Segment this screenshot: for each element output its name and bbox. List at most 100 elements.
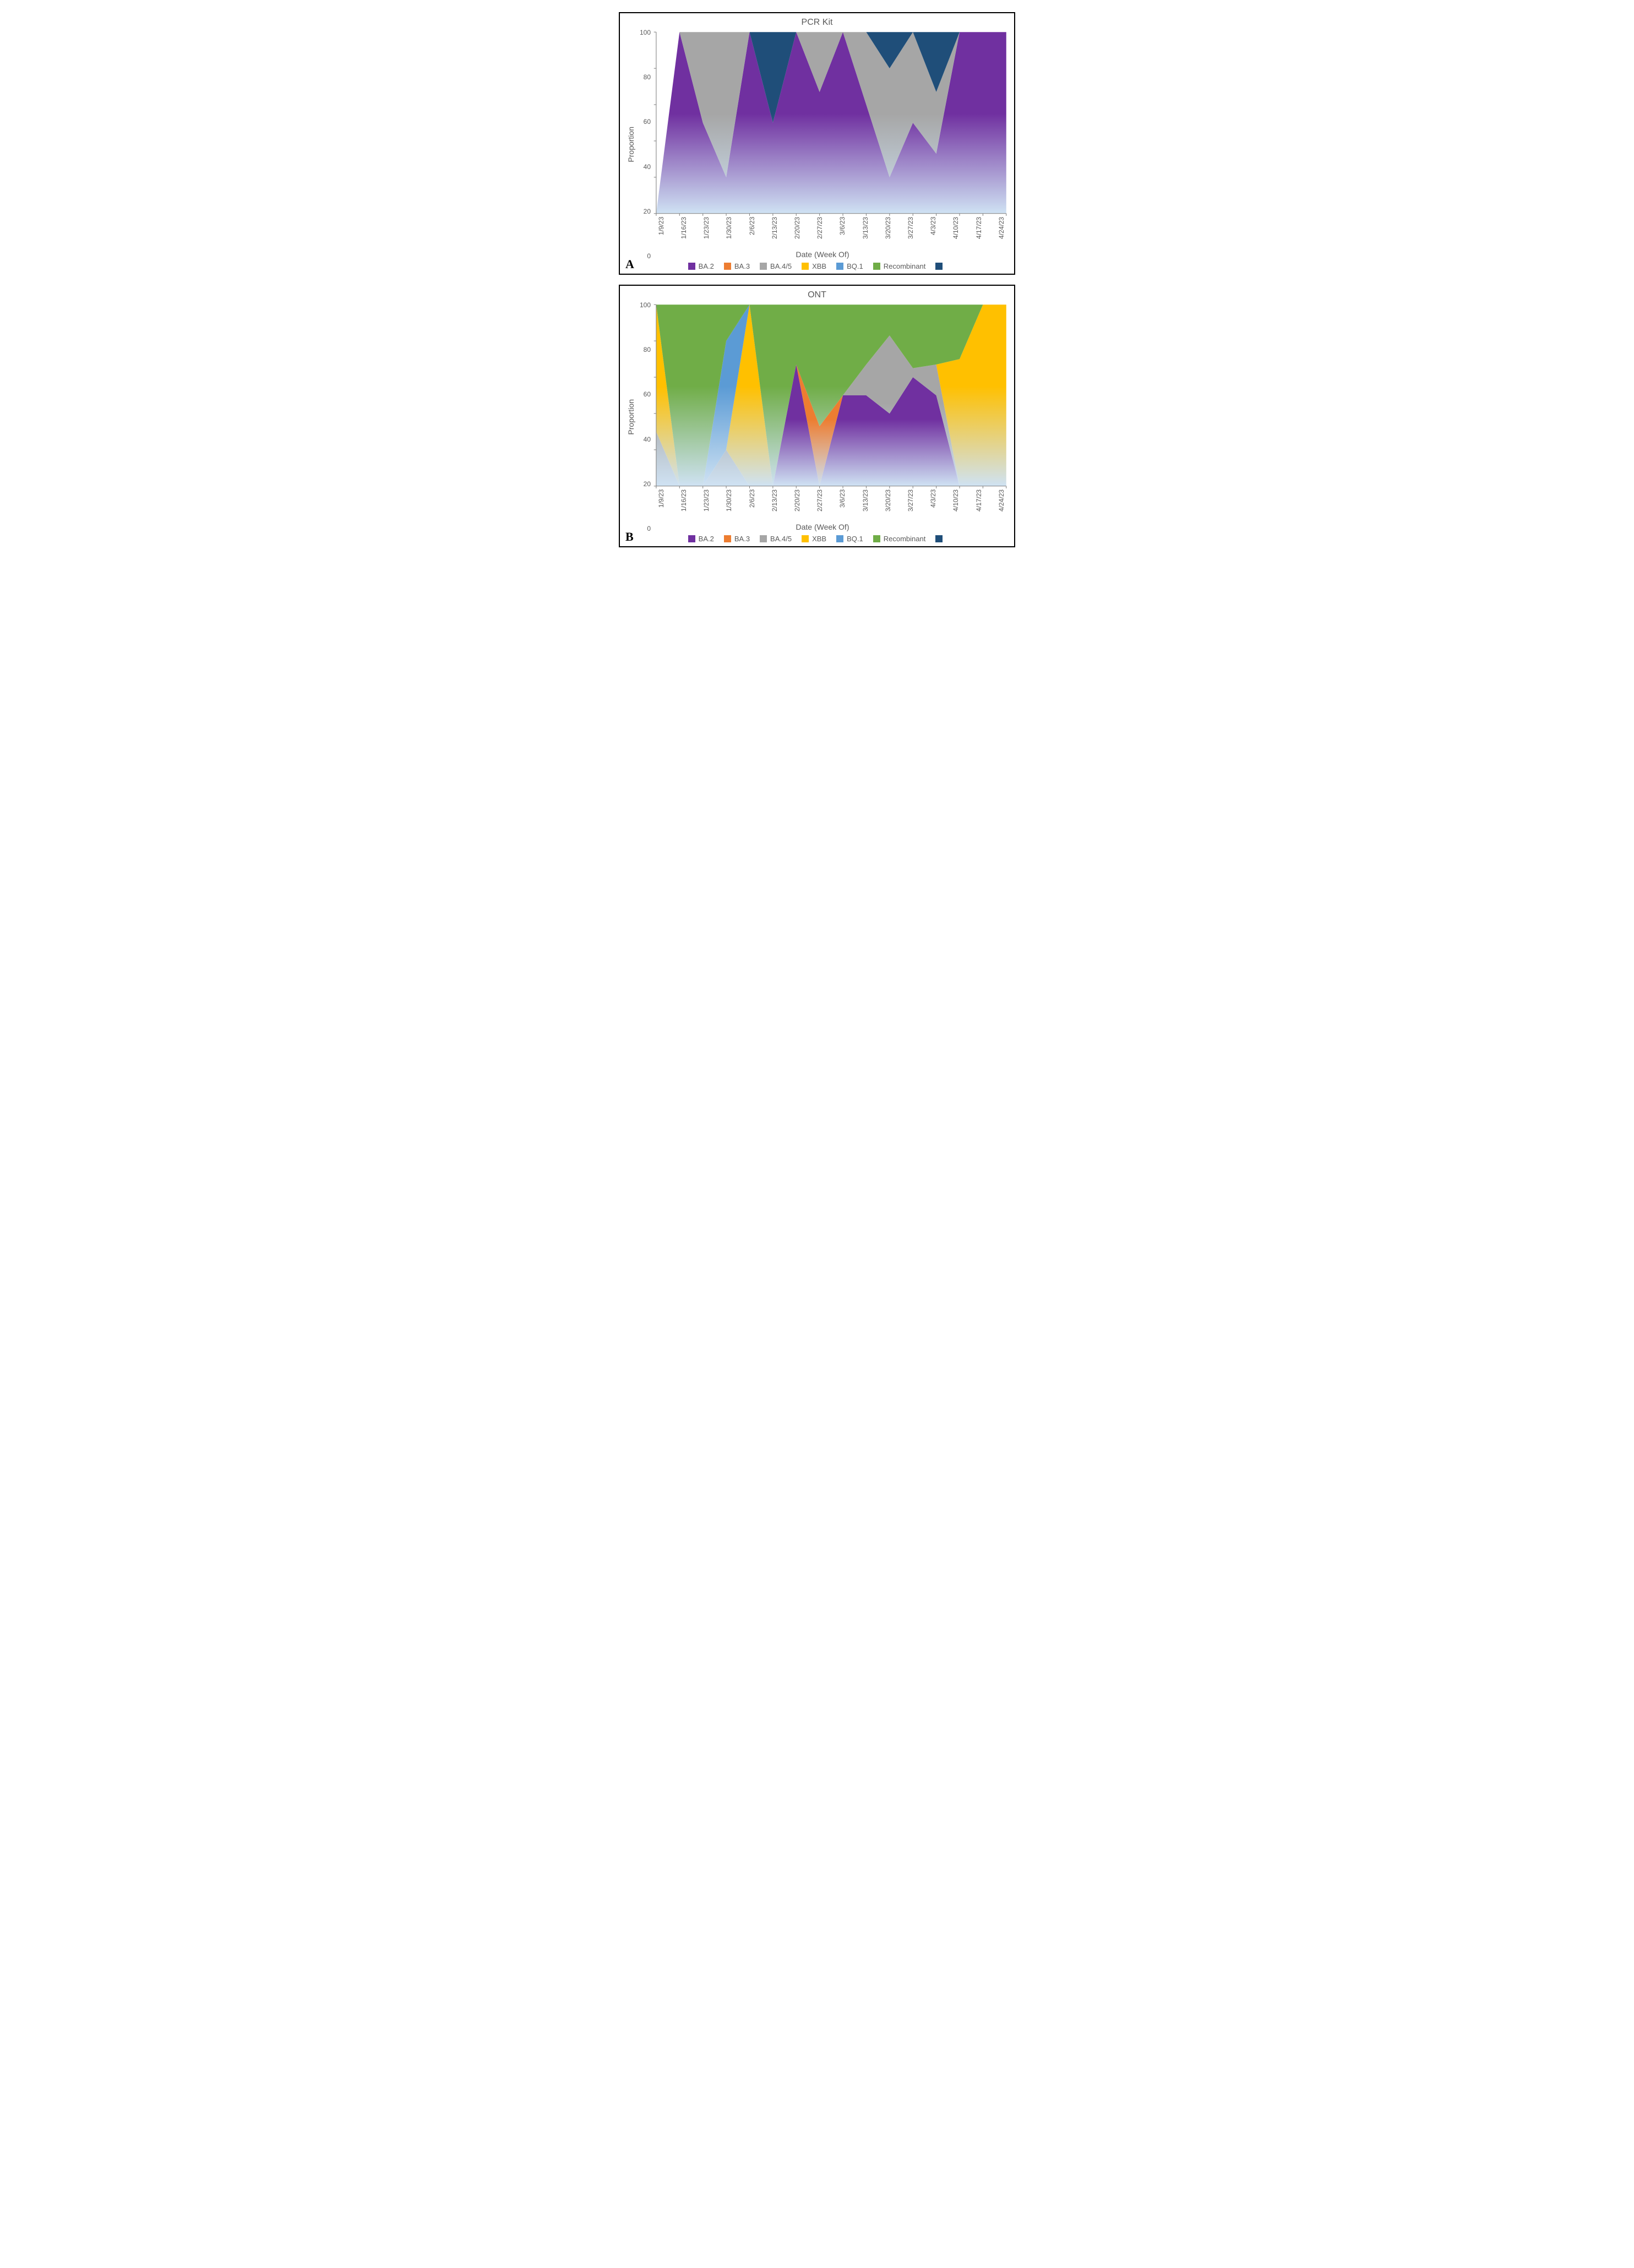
legend-label: XBB xyxy=(812,535,826,543)
x-tick: 3/27/23 xyxy=(907,490,914,521)
y-tick: 60 xyxy=(644,390,651,398)
y-tick: 40 xyxy=(644,163,651,171)
plot-area xyxy=(636,302,1009,488)
x-tick: 1/30/23 xyxy=(725,217,733,249)
x-tick: 3/6/23 xyxy=(838,217,846,249)
legend-label: BA.2 xyxy=(699,262,714,270)
legend-label: Recombinant xyxy=(884,535,926,543)
legend-swatch xyxy=(760,263,767,270)
x-tick: 2/6/23 xyxy=(748,490,756,521)
legend-item: Recombinant xyxy=(873,535,926,543)
y-tick: 0 xyxy=(647,252,651,260)
plot-container: 0 20 40 60 80 100 1/9/23 1/16/23 1/23/23 1/30/23… xyxy=(636,30,1009,259)
legend-item xyxy=(935,535,946,542)
chart-panel-B: ONT Proportion 020406080100 1/9/231/16/2… xyxy=(619,285,1015,547)
chart-panel-A: PCR Kit Proportion 0 20 40 60 80 100 1/9/23 1/… xyxy=(619,12,1015,275)
x-tick-labels: 1/9/231/16/231/23/231/30/232/6/232/13/23… xyxy=(656,488,1006,521)
legend-label: BA.3 xyxy=(734,262,750,270)
plot-area xyxy=(636,30,1009,216)
legend-swatch xyxy=(724,535,731,542)
x-tick: 1/9/23 xyxy=(657,490,665,521)
y-tick: 40 xyxy=(644,436,651,443)
x-tick: 4/3/23 xyxy=(929,490,937,521)
legend-swatch xyxy=(935,263,943,270)
x-tick: 3/13/23 xyxy=(862,217,869,249)
y-tick-labels: 0 20 40 60 80 100 xyxy=(636,30,653,259)
legend-item: BA.2 xyxy=(688,262,714,270)
legend-item: Recombinant xyxy=(873,262,926,270)
legend-item: BA.3 xyxy=(724,262,750,270)
legend-item: BA.3 xyxy=(724,535,750,543)
legend-swatch xyxy=(688,535,695,542)
page: PCR Kit Proportion 0 20 40 60 80 100 1/9/23 1/… xyxy=(613,0,1021,568)
x-tick: 3/6/23 xyxy=(838,490,846,521)
x-tick: 2/6/23 xyxy=(748,217,756,249)
panel-letter: A xyxy=(625,257,634,271)
legend-label: BA.3 xyxy=(734,535,750,543)
legend-swatch xyxy=(802,535,809,542)
x-tick: 2/20/23 xyxy=(793,217,801,249)
x-tick: 2/27/23 xyxy=(816,490,824,521)
y-tick: 80 xyxy=(644,73,651,81)
y-tick: 0 xyxy=(647,525,651,532)
x-tick: 2/27/23 xyxy=(816,217,824,249)
x-tick: 4/10/23 xyxy=(952,490,960,521)
x-tick-labels: 1/9/231/16/231/23/231/30/232/6/232/13/23… xyxy=(656,216,1006,249)
y-tick-labels: 020406080100 xyxy=(636,302,653,531)
legend-item: BA.2 xyxy=(688,535,714,543)
y-axis-label: Proportion xyxy=(625,399,636,435)
legend-swatch xyxy=(935,535,943,542)
legend-swatch xyxy=(836,535,843,542)
y-tick: 20 xyxy=(644,480,651,488)
x-tick: 1/16/23 xyxy=(680,217,688,249)
x-tick: 2/20/23 xyxy=(793,490,801,521)
legend: BA.2 BA.3 BA.4/5 XBB BQ.1 Recombinant xyxy=(625,531,1009,545)
legend-item: BA.4/5 xyxy=(760,262,792,270)
legend-label: XBB xyxy=(812,262,826,270)
legend-item: XBB xyxy=(802,535,826,543)
legend-label: BQ.1 xyxy=(847,262,863,270)
x-tick: 1/23/23 xyxy=(702,490,710,521)
legend-swatch xyxy=(760,535,767,542)
y-tick: 100 xyxy=(640,29,651,36)
legend-swatch xyxy=(873,535,880,542)
panel-letter: B xyxy=(625,530,634,544)
legend: BA.2 BA.3 BA.4/5 XBB BQ.1 Recombinant xyxy=(625,259,1009,273)
x-tick: 4/3/23 xyxy=(929,217,937,249)
x-axis-label: Date (Week Of) xyxy=(636,523,1009,531)
x-tick: 3/20/23 xyxy=(884,217,892,249)
x-axis-label: Date (Week Of) xyxy=(636,250,1009,259)
chart-title: PCR Kit xyxy=(625,18,1009,28)
legend-label: BA.4/5 xyxy=(770,535,792,543)
legend-label: Recombinant xyxy=(884,262,926,270)
legend-item xyxy=(935,263,946,270)
legend-swatch xyxy=(688,263,695,270)
x-tick: 4/10/23 xyxy=(952,217,960,249)
x-tick: 4/24/23 xyxy=(998,217,1005,249)
legend-label: BQ.1 xyxy=(847,535,863,543)
legend-swatch xyxy=(873,263,880,270)
x-tick: 1/9/23 xyxy=(657,217,665,249)
x-tick: 1/23/23 xyxy=(702,217,710,249)
legend-swatch xyxy=(836,263,843,270)
x-tick: 3/13/23 xyxy=(862,490,869,521)
x-tick: 3/20/23 xyxy=(884,490,892,521)
x-tick: 4/24/23 xyxy=(998,490,1005,521)
x-tick: 1/30/23 xyxy=(725,490,733,521)
legend-swatch xyxy=(802,263,809,270)
legend-label: BA.4/5 xyxy=(770,262,792,270)
x-tick: 3/27/23 xyxy=(907,217,914,249)
x-tick: 2/13/23 xyxy=(771,490,778,521)
y-tick: 20 xyxy=(644,208,651,215)
x-tick: 4/17/23 xyxy=(975,490,983,521)
y-tick: 60 xyxy=(644,118,651,126)
x-tick: 4/17/23 xyxy=(975,217,983,249)
legend-item: BQ.1 xyxy=(836,262,863,270)
y-axis-label: Proportion xyxy=(625,127,636,162)
legend-swatch xyxy=(724,263,731,270)
legend-item: XBB xyxy=(802,262,826,270)
y-tick: 100 xyxy=(640,301,651,309)
plot-container: 020406080100 1/9/231/16/231/23/231/30/23… xyxy=(636,302,1009,531)
chart-title: ONT xyxy=(625,290,1009,300)
legend-label: BA.2 xyxy=(699,535,714,543)
